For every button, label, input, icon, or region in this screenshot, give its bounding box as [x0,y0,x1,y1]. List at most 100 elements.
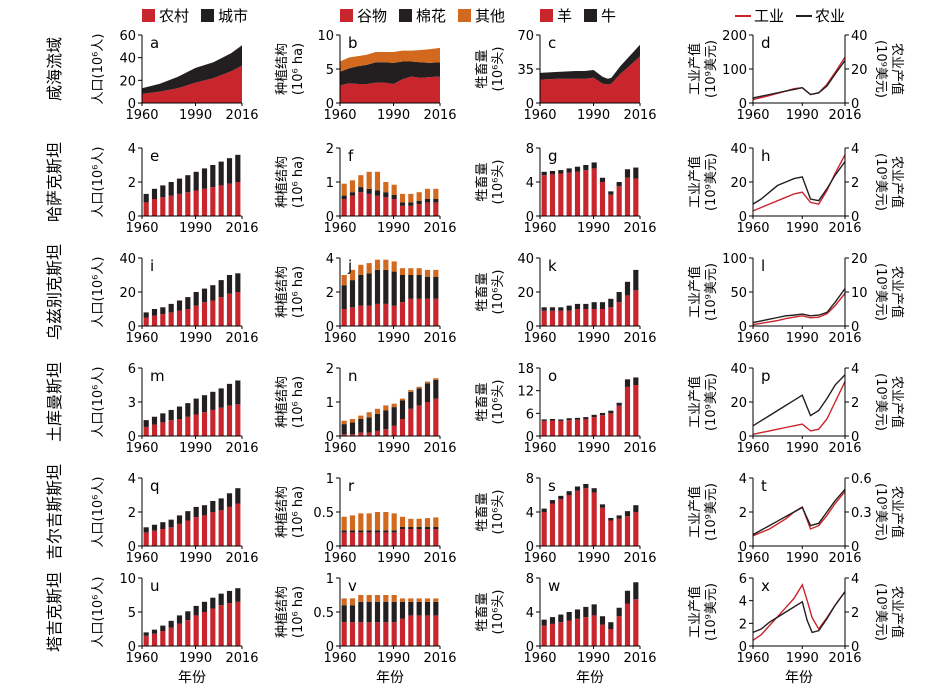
bar-农村 [201,612,208,646]
bar-农村 [168,195,174,216]
bar-农村 [193,305,199,326]
bar-城市 [168,519,174,528]
y-tick-label: 20 [119,74,136,89]
bar-农村 [201,412,208,436]
y-axis-unit: (10⁶ ha) [291,376,306,428]
bar-羊 [599,507,606,546]
bar-棉花 [358,419,364,433]
bar-牛 [616,607,622,617]
bar-城市 [201,601,208,612]
bar-羊 [624,516,631,546]
bar-谷物 [366,432,372,436]
bar-农村 [143,202,149,216]
bar-谷物 [408,298,414,326]
bar-棉花 [391,407,397,426]
x-tick-label: 1960 [323,651,356,666]
x-axis-labels: 年份 年份 年份 年份 [178,670,813,686]
panel-letter: x [761,577,770,595]
y-tick-label: 40 [517,252,534,267]
panel-c: 0 35 70 1960 1990 2016 c 牲畜量 (10⁶头) [474,29,657,123]
area-农村 [142,65,242,103]
x-tick-label: 1960 [323,221,356,236]
x-tick-label: 1960 [523,441,556,456]
bar-牛 [608,410,614,414]
x-tick-label: 1960 [323,108,356,123]
legend-swatch [540,9,553,22]
bar-谷物 [424,615,431,646]
bar-城市 [235,488,241,504]
line-工业 [752,292,846,326]
bar-棉花 [424,276,431,299]
x-axis-label: 年份 [178,670,206,686]
y-axis-label: 种植结构 [275,586,290,638]
line-农业 [752,591,846,634]
y2-tick-label: 10 [851,286,868,301]
bar-羊 [608,307,614,326]
bar-牛 [624,379,631,387]
y-tick-label: 6 [739,572,747,587]
y-tick-label: 0 [526,640,534,655]
legend-label: 农村 [159,7,189,25]
bar-其他 [433,598,439,602]
bar-城市 [218,161,224,186]
bar-棉花 [408,202,414,206]
bar-谷物 [433,298,439,326]
bar-牛 [558,614,564,623]
bar-农村 [168,420,174,436]
bar-谷物 [374,195,381,216]
bar-棉花 [366,530,372,533]
y2-tick-label: 4 [851,362,859,377]
bar-棉花 [424,526,431,529]
bar-谷物 [374,430,381,436]
bar-城市 [160,413,166,423]
bar-羊 [566,420,572,436]
y2-tick-label: 0 [851,320,859,335]
bar-羊 [549,420,556,436]
y-axis-unit: (10⁶头) [491,160,506,205]
y-axis-label: 工业产值 [687,586,703,638]
bar-城市 [185,511,191,521]
bar-牛 [558,495,564,500]
bar-其他 [408,193,414,203]
x-tick-label: 2016 [225,651,258,666]
y-axis-label: 牲畜量 [474,382,490,421]
bar-谷物 [383,303,389,326]
bar-谷物 [433,529,439,546]
panel-b: 0 5 10 1960 1990 2016 b 种植结构 (10⁶ ha) [275,29,457,123]
bar-城市 [151,309,158,316]
y-tick-label: 1 [326,396,334,411]
y-axis-unit: (10⁹美元) [704,153,719,211]
panel-letter: h [761,147,771,165]
y-axis-label: 种植结构 [275,43,290,95]
panel-letter: t [761,477,767,495]
bar-棉花 [433,379,439,399]
bar-棉花 [366,273,372,306]
y-tick-label: 8 [526,572,534,587]
bar-农村 [218,185,224,216]
y-axis-unit: (10⁹美元) [704,40,719,98]
bar-羊 [583,419,589,436]
bar-牛 [566,305,572,311]
bar-城市 [160,625,166,632]
bar-其他 [399,598,406,602]
x-tick-label: 1960 [736,441,769,456]
bar-谷物 [391,305,397,326]
bar-农村 [168,527,174,546]
bar-其他 [383,405,389,411]
x-tick-label: 1960 [523,108,556,123]
bar-棉花 [349,605,356,623]
bar-农村 [226,506,233,546]
x-tick-label: 2016 [423,441,456,456]
y-tick-label: 4 [128,142,136,157]
x-tick-label: 1960 [523,651,556,666]
y-tick-label: 0 [326,97,334,112]
legend-label: 城市 [218,7,248,25]
bar-棉花 [341,424,347,435]
bar-城市 [143,312,149,318]
bar-农村 [210,608,216,646]
bar-棉花 [383,530,389,533]
bar-城市 [210,500,216,512]
bar-其他 [349,598,356,606]
x-tick-label: 1960 [523,221,556,236]
